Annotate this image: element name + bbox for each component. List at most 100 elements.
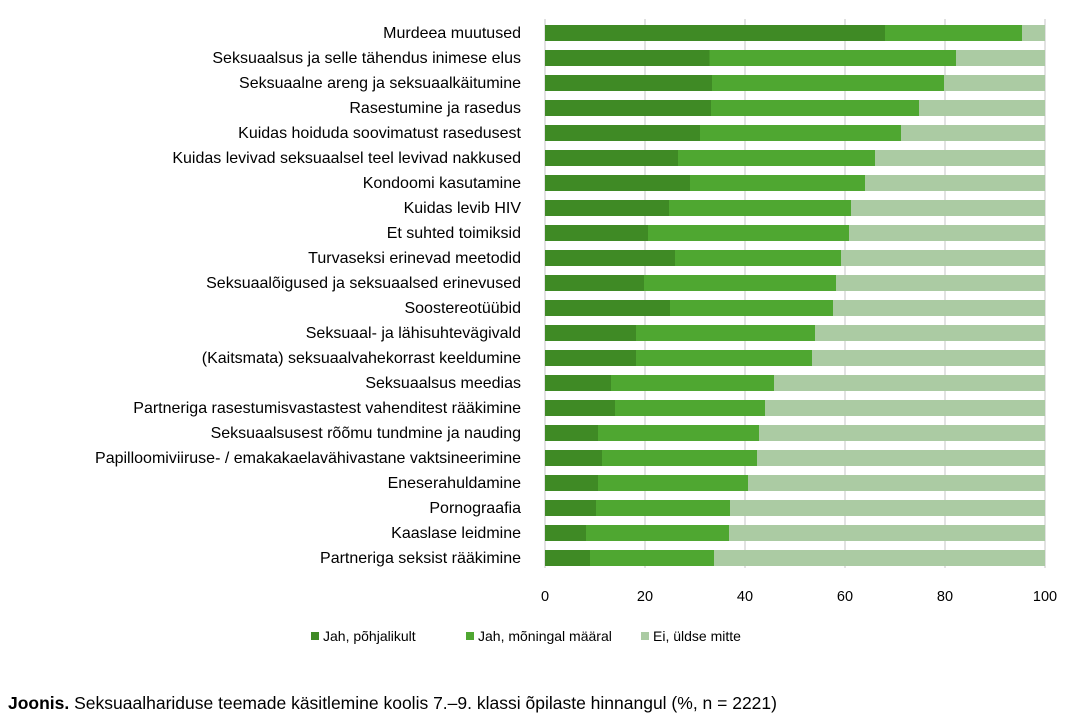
category-label: Kuidas hoiduda soovimatust rasedusest	[238, 125, 521, 142]
category-label: Seksuaalsus meedias	[365, 375, 521, 392]
bar-segment	[901, 125, 1045, 141]
bar-segment	[545, 525, 586, 541]
x-tick-label: 20	[637, 589, 653, 605]
category-label: Seksuaalsus ja selle tähendus inimese el…	[212, 50, 521, 67]
bar-segment	[711, 100, 919, 116]
bar-segment	[833, 300, 1045, 316]
bar-segment	[644, 275, 836, 291]
category-label: Rasestumine ja rasedus	[349, 100, 521, 117]
bar-segment	[545, 325, 636, 341]
bar-segment	[545, 500, 596, 516]
bar-segment	[836, 275, 1045, 291]
bar-segment	[885, 25, 1022, 41]
category-label: Eneserahuldamine	[388, 475, 522, 492]
bar-segment	[545, 150, 678, 166]
x-tick-label: 60	[837, 589, 853, 605]
x-tick-label: 0	[541, 589, 549, 605]
bar-segment	[545, 175, 690, 191]
category-label: Kuidas levivad seksuaalsel teel levivad …	[172, 150, 521, 167]
caption-label: Joonis.	[8, 693, 70, 713]
bar-segment	[774, 375, 1045, 391]
bar-segment	[675, 250, 841, 266]
bar-segment	[545, 550, 590, 566]
bar-segment	[678, 150, 875, 166]
bar-segment	[669, 200, 851, 216]
x-tick-label: 100	[1033, 589, 1057, 605]
bar-segment	[545, 200, 669, 216]
category-label: Seksuaalne areng ja seksuaalkäitumine	[239, 75, 521, 92]
x-tick-label: 80	[937, 589, 953, 605]
category-label: Murdeea muutused	[383, 25, 521, 42]
legend-swatch	[641, 632, 649, 640]
category-label: Turvaseksi erinevad meetodid	[308, 250, 521, 267]
bar-segment	[596, 500, 730, 516]
bar-segment	[598, 475, 748, 491]
category-label: Soostereotüübid	[404, 300, 521, 317]
category-label: Pornograafia	[429, 500, 521, 517]
bar-segment	[712, 75, 944, 91]
bar-segment	[545, 350, 636, 366]
bar-segment	[545, 100, 711, 116]
legend-swatch	[311, 632, 319, 640]
category-label: Papilloomiviiruse- / emakakaelavähivasta…	[95, 450, 521, 467]
bar-segment	[690, 175, 865, 191]
bar-segment	[636, 350, 812, 366]
bar-segment	[757, 450, 1045, 466]
bar-segment	[545, 75, 712, 91]
bar-segment	[611, 375, 774, 391]
bar-segment	[545, 400, 615, 416]
bar-segment	[545, 375, 611, 391]
bar-segment	[636, 325, 815, 341]
category-label: Kaaslase leidmine	[391, 525, 521, 542]
bar-segment	[545, 25, 885, 41]
bar-segment	[670, 300, 833, 316]
bar-segment	[851, 200, 1045, 216]
bar-segment	[765, 400, 1045, 416]
bar-segment	[545, 250, 675, 266]
category-label: Kuidas levib HIV	[404, 200, 522, 217]
bar-segment	[545, 450, 602, 466]
bar-segment	[545, 275, 644, 291]
caption-text: Seksuaalhariduse teemade käsitlemine koo…	[69, 693, 777, 713]
bar-segment	[648, 225, 849, 241]
bar-segment	[729, 525, 1045, 541]
bar-segment	[944, 75, 1045, 91]
bar-segment	[714, 550, 1045, 566]
bar-segment	[730, 500, 1045, 516]
category-label: Seksuaalsusest rõõmu tundmine ja nauding	[211, 425, 521, 442]
bar-segment	[545, 225, 648, 241]
bar-segment	[759, 425, 1045, 441]
bar-segment	[545, 425, 598, 441]
bar-segment	[812, 350, 1045, 366]
bar-segment	[709, 50, 956, 66]
category-label: (Kaitsmata) seksuaalvahekorrast keeldumi…	[202, 350, 521, 367]
category-label: Partneriga rasestumisvastastest vahendit…	[133, 400, 521, 417]
bar-segment	[545, 125, 700, 141]
category-label: Seksuaalõigused ja seksuaalsed erinevuse…	[206, 275, 521, 292]
bar-segment	[815, 325, 1045, 341]
figure-caption: Joonis. Seksuaalhariduse teemade käsitle…	[8, 693, 777, 714]
legend-label: Jah, mõningal määral	[478, 628, 612, 644]
bar-segment	[590, 550, 714, 566]
legend-label: Jah, põhjalikult	[323, 628, 416, 644]
category-label: Kondoomi kasutamine	[363, 175, 521, 192]
bar-segment	[602, 450, 757, 466]
bar-segment	[700, 125, 901, 141]
bar-segment	[545, 300, 670, 316]
category-label: Partneriga seksist rääkimine	[320, 550, 521, 567]
bar-segment	[598, 425, 759, 441]
bar-segment	[586, 525, 729, 541]
bar-segment	[841, 250, 1045, 266]
bar-segment	[748, 475, 1045, 491]
x-tick-label: 40	[737, 589, 753, 605]
bar-segment	[875, 150, 1045, 166]
bar-segment	[865, 175, 1045, 191]
bar-segment	[545, 475, 598, 491]
bar-segment	[956, 50, 1045, 66]
category-label: Seksuaal- ja lähisuhtevägivald	[306, 325, 521, 342]
bar-segment	[545, 50, 710, 66]
bar-segment	[919, 100, 1045, 116]
bar-segment	[1022, 25, 1045, 41]
bar-segment	[849, 225, 1045, 241]
